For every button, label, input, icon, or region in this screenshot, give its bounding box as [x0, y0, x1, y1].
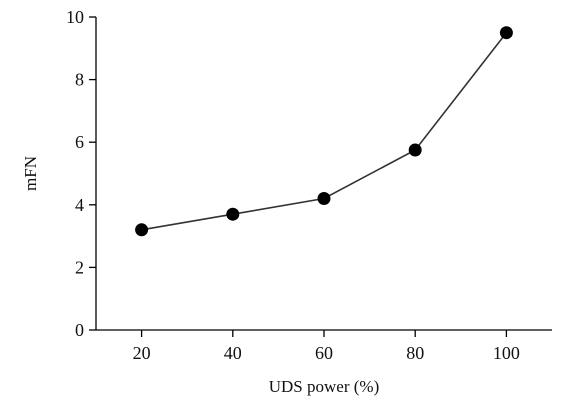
y-tick-label: 2: [75, 257, 84, 277]
x-tick-label: 40: [224, 343, 242, 363]
y-tick-label: 0: [75, 320, 84, 340]
data-point: [135, 223, 149, 237]
y-tick-label: 6: [75, 132, 84, 152]
data-point: [499, 26, 513, 40]
axes: [95, 17, 552, 331]
data-point: [226, 207, 240, 221]
data-point: [408, 143, 422, 157]
series: [135, 26, 513, 237]
y-axis-label: mFN: [21, 156, 40, 191]
x-axis-label: UDS power (%): [269, 377, 379, 396]
data-point: [317, 192, 331, 205]
y-tick-label: 4: [75, 195, 84, 215]
x-tick-label: 60: [315, 343, 333, 363]
x-tick-label: 20: [133, 343, 151, 363]
ticks: 0 2 4 6 8 10 20 40 60 80 100: [66, 7, 520, 363]
x-tick-label: 100: [493, 343, 520, 363]
y-tick-label: 10: [66, 7, 84, 27]
x-tick-label: 80: [406, 343, 424, 363]
y-tick-label: 8: [75, 70, 84, 90]
